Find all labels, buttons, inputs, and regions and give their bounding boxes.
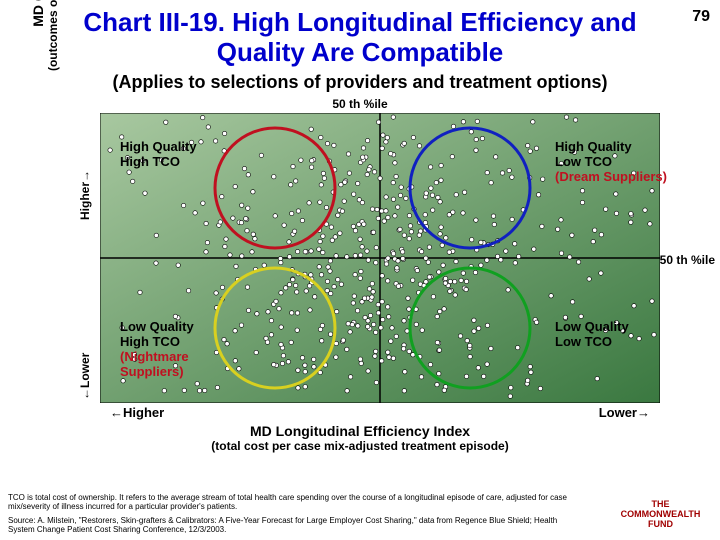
top-percentile-label: 50 th %ile bbox=[0, 97, 720, 111]
x-axis-title: MD Longitudinal Efficiency Index bbox=[0, 423, 720, 439]
quadrant-label-upper-right: High QualityLow TCO(Dream Suppliers) bbox=[555, 140, 667, 185]
y-axis-subtitle: (outcomes or % adherence to EBM) bbox=[46, 0, 60, 115]
y-axis-label-group: MD Quality index (outcomes or % adherenc… bbox=[30, 0, 60, 115]
x-axis-lower-label: Lower→ bbox=[599, 405, 650, 420]
x-axis-subtitle: (total cost per case mix-adjusted treatm… bbox=[0, 439, 720, 453]
chart-subtitle: (Applies to selections of providers and … bbox=[0, 68, 720, 95]
quadrant-label-lower-left: Low QualityHigh TCO(NightmareSuppliers) bbox=[120, 320, 194, 380]
y-axis-higher-label: Higher→ bbox=[78, 200, 92, 220]
footnote-2: Source: A. Milstein, "Restorers, Skin-gr… bbox=[8, 516, 568, 534]
y-axis-title: MD Quality index bbox=[30, 0, 46, 115]
x-axis-direction-row: ←Higher Lower→ bbox=[100, 405, 660, 423]
chart-title: Chart III-19. High Longitudinal Efficien… bbox=[0, 0, 720, 68]
page-number: 79 bbox=[692, 8, 710, 26]
footnotes: TCO is total cost of ownership. It refer… bbox=[8, 489, 568, 534]
footnote-1: TCO is total cost of ownership. It refer… bbox=[8, 493, 568, 511]
x-axis-higher-label: ←Higher bbox=[110, 405, 164, 420]
quadrant-label-lower-right: Low QualityLow TCO bbox=[555, 320, 629, 350]
y-axis-lower-label: ←Lower bbox=[78, 380, 92, 400]
commonwealth-fund-logo: THE COMMONWEALTH FUND bbox=[613, 500, 708, 530]
quadrant-label-upper-left: High QualityHigh TCO bbox=[120, 140, 197, 170]
side-percentile-label: 50 th %ile bbox=[660, 253, 715, 267]
